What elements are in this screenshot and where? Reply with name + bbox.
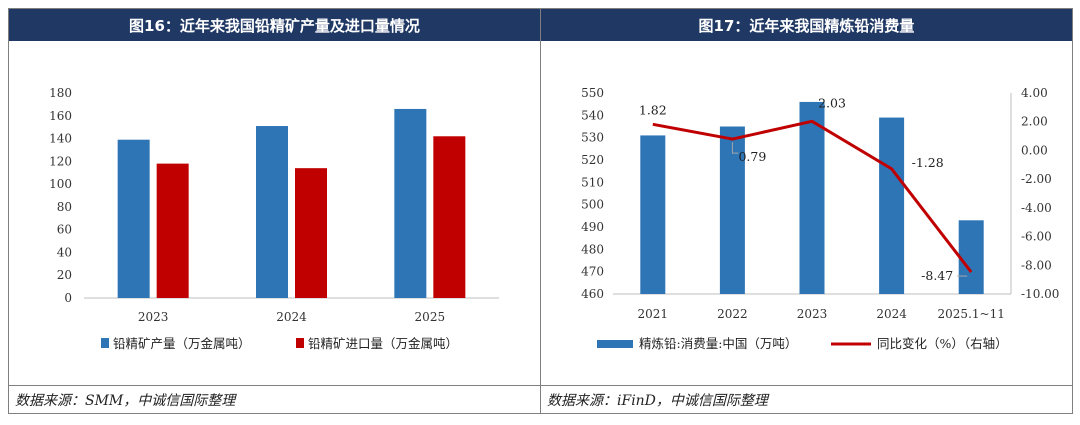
refined-lead-consumption-chart: 460 470 480 490 500 510 520 530 540 550 -10.00 -8.0… bbox=[581, 86, 1059, 351]
y2-tick-label: -6.00 bbox=[1021, 230, 1052, 244]
legend-yoy-label: 同比变化（%）（右轴） bbox=[877, 336, 1008, 351]
figure-16-chart: 0 20 40 60 80 100 120 140 160 180 2023 2024 2025 铅精矿产… bbox=[9, 41, 540, 381]
yoy-data-label: -1.28 bbox=[912, 155, 944, 170]
figure-17-panel: 图17：近年来我国精炼铅消费量 460 470 480 490 500 510 520 530… bbox=[541, 9, 1072, 413]
y2-tick-label: 2.00 bbox=[1021, 115, 1048, 129]
y-tick-label: 460 bbox=[581, 287, 604, 301]
y2-tick-label: 4.00 bbox=[1021, 86, 1048, 100]
y2-tick-label: -8.00 bbox=[1021, 258, 1052, 272]
y-tick-label: 180 bbox=[49, 86, 72, 100]
y2-tick-label: 0.00 bbox=[1021, 143, 1048, 157]
y-tick-label: 60 bbox=[57, 223, 72, 237]
figure-16-title: 图16：近年来我国铅精矿产量及进口量情况 bbox=[9, 9, 540, 41]
yoy-data-label: 1.82 bbox=[639, 102, 667, 117]
import-bar bbox=[433, 136, 466, 298]
figure-16-source: 数据来源：SMM，中诚信国际整理 bbox=[9, 385, 540, 413]
output-bar bbox=[117, 139, 150, 298]
legend-import-label: 铅精矿进口量（万金属吨） bbox=[308, 336, 458, 351]
x-tick-label: 2023 bbox=[797, 307, 828, 321]
consumption-bar bbox=[799, 101, 825, 294]
legend-import-swatch bbox=[296, 338, 304, 348]
consumption-bar bbox=[958, 220, 984, 294]
import-bar bbox=[295, 168, 327, 298]
figure-17-chart: 460 470 480 490 500 510 520 530 540 550 -10.00 -8.0… bbox=[541, 41, 1072, 381]
y-tick-label: 0 bbox=[64, 291, 72, 305]
y-tick-label: 470 bbox=[581, 265, 604, 279]
x-tick-label: 2025.1~11 bbox=[938, 307, 1005, 321]
figure-16-panel: 图16：近年来我国铅精矿产量及进口量情况 0 20 40 60 80 100 120 140 1… bbox=[9, 9, 541, 413]
consumption-bar bbox=[879, 117, 905, 294]
import-bar bbox=[156, 163, 189, 298]
y-tick-label: 540 bbox=[581, 108, 604, 122]
figure-17-source: 数据来源：iFinD，中诚信国际整理 bbox=[541, 385, 1072, 413]
y-tick-label: 140 bbox=[49, 132, 72, 146]
output-bar bbox=[394, 108, 427, 298]
y-tick-label: 490 bbox=[581, 220, 604, 234]
y-tick-label: 20 bbox=[57, 268, 72, 282]
legend-output-label: 铅精矿产量（万金属吨） bbox=[113, 336, 251, 351]
yoy-change-line bbox=[652, 119, 973, 273]
report-figure-frame: 图16：近年来我国铅精矿产量及进口量情况 0 20 40 60 80 100 120 140 1… bbox=[8, 8, 1073, 414]
y-tick-label: 100 bbox=[49, 177, 72, 191]
leader-line bbox=[731, 142, 739, 154]
y-tick-label: 120 bbox=[49, 154, 72, 168]
x-tick-label: 2022 bbox=[717, 307, 748, 321]
y-tick-label: 500 bbox=[581, 198, 604, 212]
yoy-data-label: -8.47 bbox=[921, 268, 953, 283]
y-tick-label: 550 bbox=[581, 86, 604, 100]
y-tick-label: 40 bbox=[57, 245, 72, 259]
lead-concentrate-chart: 0 20 40 60 80 100 120 140 160 180 2023 2024 2025 铅精矿产… bbox=[49, 86, 499, 351]
consumption-bar bbox=[640, 135, 666, 294]
legend-output-swatch bbox=[101, 338, 109, 348]
y2-tick-label: -10.00 bbox=[1021, 287, 1059, 301]
y-tick-label: 520 bbox=[581, 153, 604, 167]
legend-consumption-swatch bbox=[597, 340, 633, 348]
y-tick-label: 510 bbox=[581, 175, 604, 189]
legend-consumption-label: 精炼铅:消费量:中国（万吨） bbox=[639, 336, 797, 351]
x-tick-label: 2024 bbox=[276, 310, 307, 324]
consumption-bar bbox=[719, 126, 745, 294]
y-tick-label: 480 bbox=[581, 242, 604, 256]
figure-17-title: 图17：近年来我国精炼铅消费量 bbox=[541, 9, 1072, 41]
x-tick-label: 2023 bbox=[138, 310, 169, 324]
x-tick-label: 2024 bbox=[876, 307, 907, 321]
y2-tick-label: -2.00 bbox=[1021, 172, 1052, 186]
yoy-data-label: 2.03 bbox=[818, 95, 846, 110]
y2-tick-label: -4.00 bbox=[1021, 201, 1052, 215]
y-tick-label: 530 bbox=[581, 131, 604, 145]
output-bar bbox=[256, 126, 288, 299]
y-tick-label: 80 bbox=[57, 200, 72, 214]
yoy-data-label: 0.79 bbox=[738, 149, 766, 164]
y-tick-label: 160 bbox=[49, 109, 72, 123]
x-tick-label: 2021 bbox=[638, 307, 669, 321]
x-tick-label: 2025 bbox=[415, 310, 446, 324]
